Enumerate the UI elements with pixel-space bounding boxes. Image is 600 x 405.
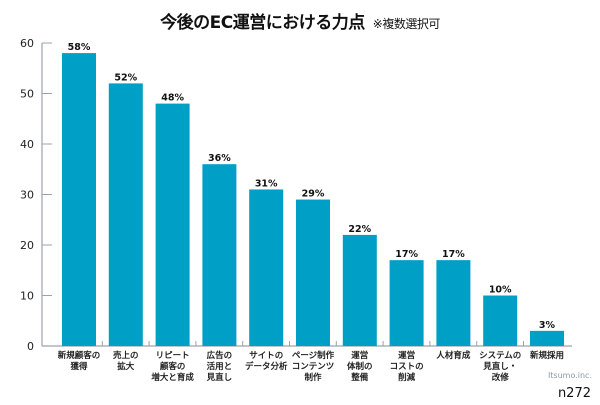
x-tick-label: 体制の — [347, 361, 373, 372]
data-label: 48% — [161, 93, 184, 104]
y-tick-label: 40 — [20, 138, 34, 151]
x-tick-label: サイトの — [249, 351, 283, 361]
x-tick-label: 見直し・ — [482, 361, 517, 372]
x-tick-label: 制作 — [304, 372, 322, 383]
data-label: 52% — [114, 72, 137, 83]
x-tick-label: 広告の — [207, 350, 233, 361]
y-tick-label: 60 — [20, 37, 34, 50]
x-tick-label: 改修 — [492, 372, 510, 383]
bar — [108, 83, 143, 347]
bar — [249, 189, 284, 346]
y-tick-label: 10 — [20, 290, 34, 303]
title-note: ※複数選択可 — [372, 17, 441, 31]
y-tick-label: 30 — [20, 189, 34, 202]
data-label: 58% — [68, 42, 91, 53]
data-label: 17% — [395, 249, 418, 260]
credit: Itsumo.inc. — [547, 371, 592, 380]
x-tick-label: コストの — [390, 362, 424, 372]
x-tick-label: システムの — [479, 351, 521, 361]
x-tick-label: 見直し — [206, 372, 233, 383]
data-label: 3% — [539, 320, 556, 331]
x-tick-label: 人材育成 — [436, 350, 471, 361]
bar — [483, 295, 518, 346]
x-tick-label: 売上の — [112, 350, 139, 361]
bar — [389, 260, 424, 346]
y-tick-label: 50 — [20, 88, 34, 101]
data-label: 36% — [208, 153, 231, 164]
data-label: 10% — [489, 285, 512, 296]
x-tick-label: 新規採用 — [530, 350, 564, 361]
data-label: 29% — [302, 189, 325, 200]
x-tick-label: 削減 — [398, 372, 416, 383]
x-tick-label: コンテンツ — [292, 362, 335, 372]
bar — [530, 330, 564, 346]
x-tick-label: 運営 — [398, 350, 415, 361]
x-tick-label: 顧客の — [160, 361, 186, 372]
bar — [296, 199, 330, 346]
chart-title: 今後のEC運営における力点 ※複数選択可 — [0, 8, 600, 33]
y-tick-label: 20 — [20, 239, 34, 252]
y-tick-label: 0 — [27, 340, 34, 353]
bar — [342, 234, 377, 346]
bar — [436, 260, 471, 346]
x-tick-label: 新規顧客の — [58, 350, 101, 361]
x-tick-label: 運営 — [351, 350, 368, 361]
data-label: 22% — [348, 224, 371, 235]
x-tick-label: 増大と育成 — [151, 372, 194, 383]
bar — [62, 53, 96, 346]
data-label: 31% — [255, 178, 278, 189]
x-tick-label: 獲得 — [70, 361, 88, 372]
x-tick-label: 活用と — [207, 361, 233, 372]
bar — [155, 103, 190, 346]
bar — [202, 164, 237, 346]
title-text: 今後のEC運営における力点 — [160, 13, 365, 33]
x-tick-label: データ分析 — [245, 361, 288, 372]
x-tick-label: リピート — [156, 350, 190, 361]
data-label: 17% — [442, 249, 465, 260]
figure-code: n272 — [557, 386, 591, 401]
x-tick-label: ページ制作 — [292, 350, 335, 361]
x-tick-label: 整備 — [351, 372, 369, 383]
x-tick-label: 拡大 — [117, 361, 135, 372]
